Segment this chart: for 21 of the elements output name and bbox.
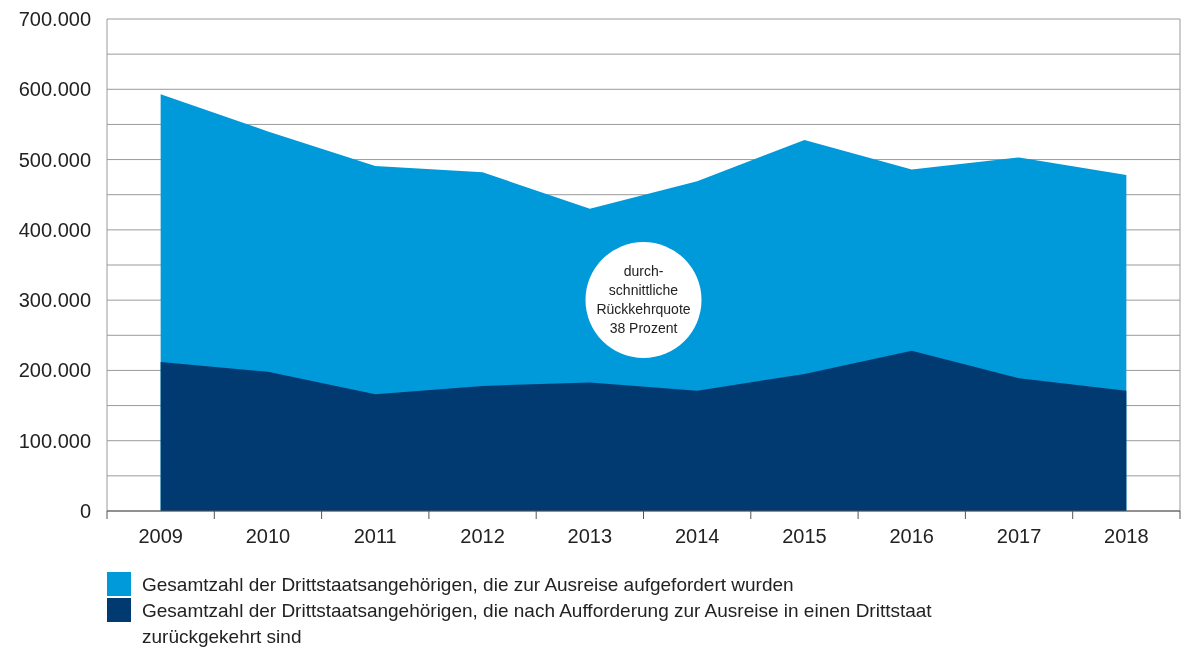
- x-tick-label: 2015: [782, 525, 827, 547]
- annotation: durch- schnittliche Rückkehrquote 38 Prozent: [596, 263, 691, 337]
- x-tick-label: 2016: [889, 525, 934, 547]
- x-tick-label: 2010: [245, 525, 291, 547]
- x-tick-label: 2014: [674, 525, 720, 547]
- y-tick-label: 600.000: [18, 78, 91, 101]
- y-tick-label: 0: [79, 500, 91, 522]
- x-tick-label: 2018: [1104, 525, 1149, 547]
- y-tick-label: 400.000: [18, 218, 91, 241]
- x-tick-label: 2012: [460, 525, 505, 547]
- x-tick-label: 2011: [353, 525, 397, 547]
- x-tick-label: 2009: [138, 525, 183, 547]
- y-tick-label: 500.000: [18, 148, 91, 171]
- legend-label: Gesamtzahl der Drittstaatsangehörigen, die zur Ausreise aufgefordert wurden: [142, 573, 794, 595]
- y-tick-label: 100.000: [18, 429, 91, 452]
- y-tick-label: 200.000: [18, 359, 91, 382]
- x-tick-label: 2017: [996, 525, 1042, 547]
- x-tick-label: 2013: [567, 525, 613, 547]
- y-tick-label: 700.000: [18, 8, 91, 30]
- y-tick-label: 300.000: [18, 289, 91, 312]
- legend-label: Gesamtzahl der Drittstaatsangehörigen, die nach Aufforderung zur Ausreise in einen Drittstaat zurückgekehrt sind: [142, 599, 933, 647]
